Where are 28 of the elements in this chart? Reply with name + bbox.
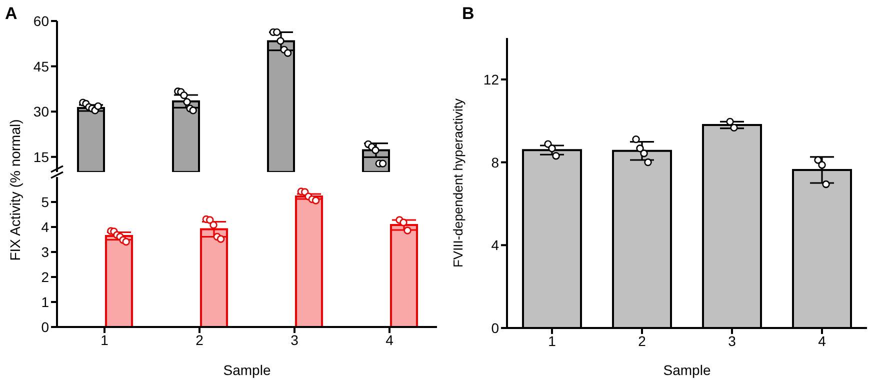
x-tick-label: 1 [100, 332, 109, 348]
y-tick-label: 15 [33, 148, 50, 165]
x-tick-label: 2 [638, 332, 646, 349]
x-axis-title: Sample [223, 362, 271, 378]
y-tick-label: 8 [491, 154, 500, 170]
x-tick-label: 3 [290, 332, 299, 348]
y-tick-label: 0 [491, 320, 500, 336]
y-tick-label: 12 [483, 71, 500, 88]
x-axis-title: Sample [663, 362, 711, 378]
x-tick-label: 4 [386, 332, 394, 348]
y-tick-label: 45 [33, 58, 50, 74]
y-tick-label: 4 [491, 237, 500, 254]
y-tick-label: 2 [41, 268, 50, 285]
x-tick-label: 4 [818, 332, 826, 349]
x-tick-label: 3 [728, 332, 736, 349]
y-tick-label: 3 [41, 244, 50, 260]
x-tick-label: 1 [548, 332, 556, 349]
y-tick-label: 0 [41, 318, 50, 335]
y-tick-label: 30 [33, 104, 50, 120]
y-axis-title: FVIII-dependent hyperactivity [450, 98, 466, 268]
y-tick-label: 1 [41, 294, 50, 310]
y-tick-label: 4 [41, 218, 50, 235]
y-tick-label: 5 [41, 194, 50, 210]
x-tick-label: 2 [196, 332, 204, 348]
y-tick-label: 60 [33, 12, 50, 29]
y-axis-title: FIX Activity (% normal) [7, 119, 23, 261]
chart-title: B [462, 4, 474, 24]
chart-title: A [5, 4, 18, 24]
